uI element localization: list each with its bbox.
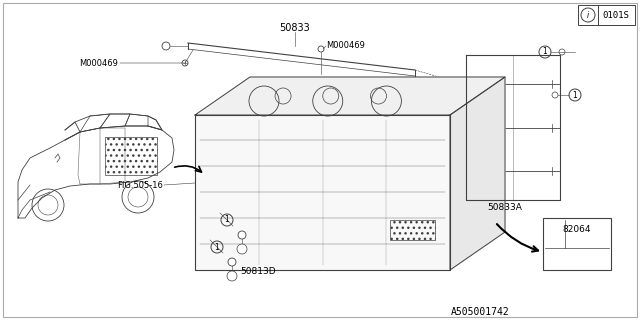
Text: 1: 1 <box>573 91 577 100</box>
Text: 1: 1 <box>543 47 547 57</box>
Circle shape <box>238 231 246 239</box>
Circle shape <box>552 92 558 98</box>
Text: 0101S: 0101S <box>603 11 629 20</box>
Text: 1: 1 <box>225 215 229 225</box>
Bar <box>543 218 611 270</box>
Circle shape <box>559 49 565 55</box>
Circle shape <box>162 42 170 50</box>
Text: M000469: M000469 <box>326 41 365 50</box>
Text: A505001742: A505001742 <box>451 307 509 317</box>
Bar <box>578 5 635 25</box>
Text: 50833A: 50833A <box>488 204 522 212</box>
Circle shape <box>228 258 236 266</box>
Bar <box>105 137 157 175</box>
Polygon shape <box>450 77 505 270</box>
Text: i: i <box>587 11 589 20</box>
Text: 50833: 50833 <box>280 23 310 33</box>
Circle shape <box>227 271 237 281</box>
Polygon shape <box>195 115 450 270</box>
Text: M000469: M000469 <box>79 59 118 68</box>
Text: 82064: 82064 <box>563 226 591 235</box>
Text: FIG.505-16: FIG.505-16 <box>117 180 163 189</box>
Text: 50813D: 50813D <box>240 267 276 276</box>
Circle shape <box>318 46 324 52</box>
Text: 1: 1 <box>214 243 220 252</box>
Bar <box>390 220 435 240</box>
Circle shape <box>237 244 247 254</box>
Circle shape <box>182 60 188 66</box>
Polygon shape <box>195 77 505 115</box>
